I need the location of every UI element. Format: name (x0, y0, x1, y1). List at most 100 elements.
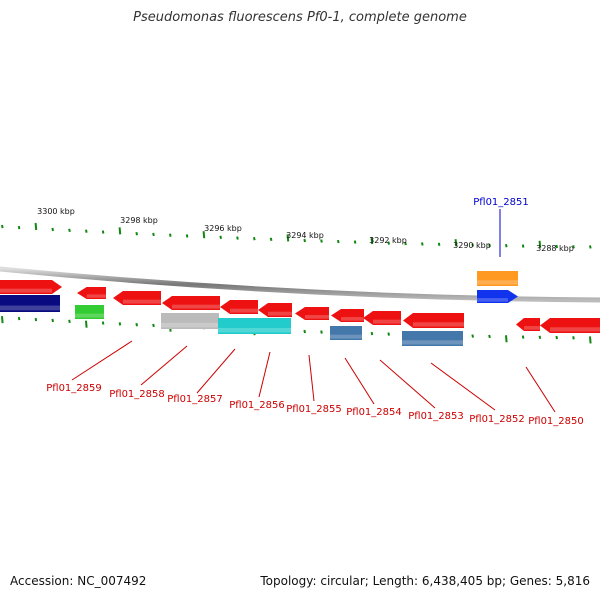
scale-tick (68, 319, 71, 324)
gene-shading (123, 299, 161, 304)
scale-tick (421, 242, 424, 246)
leader-line (430, 362, 496, 411)
gene-shading (413, 322, 464, 327)
scale-tick (101, 230, 105, 234)
leader-line (196, 348, 236, 394)
scale-label: 3294 kbp (286, 231, 324, 240)
gene-label: Pfl01_2859 (46, 383, 102, 394)
gene-feature (75, 305, 104, 319)
scale-tick (118, 227, 122, 235)
gene-feature (295, 307, 329, 320)
gene-shading (524, 326, 540, 330)
gene-shading (0, 288, 52, 293)
gene-shading (268, 311, 292, 316)
scale-tick (404, 241, 407, 246)
scale-tick (505, 244, 508, 248)
scale-tick (454, 239, 458, 247)
scale-tick (101, 321, 105, 325)
scale-tick (555, 244, 558, 249)
gene-feature (113, 291, 161, 305)
inner-scale-ticks (1, 316, 592, 344)
gene-shading (477, 298, 508, 302)
gene-shading (373, 319, 401, 324)
leader-line (258, 351, 271, 398)
gene-feature (162, 296, 220, 310)
leader-line (140, 345, 188, 386)
scale-tick (303, 238, 306, 243)
gene-feature (516, 318, 540, 331)
scale-tick (555, 335, 558, 340)
scale-tick (320, 330, 323, 334)
scale-tick (370, 331, 374, 336)
scale-tick (353, 240, 357, 244)
gene-feature (220, 300, 258, 314)
gene-shading (477, 280, 518, 285)
gene-shading (341, 317, 364, 321)
gene-shading (172, 304, 220, 309)
scale-tick (34, 222, 38, 231)
scale-tick (51, 227, 54, 232)
scale-tick (34, 317, 38, 322)
gene-feature (402, 331, 463, 346)
gene-labels: Pfl01_2851 Pfl01_2859 Pfl01_2858 Pfl01_2857… (46, 197, 584, 427)
scale-tick (185, 234, 189, 238)
gene-shading (86, 294, 106, 298)
gene-feature (0, 295, 60, 312)
gene-feature (77, 287, 106, 299)
gene-label: Pfl01_2857 (167, 394, 223, 405)
gene-shading (161, 322, 219, 328)
gene-feature (330, 326, 362, 340)
gene-shading (330, 334, 362, 339)
scale-label: 3298 kbp (120, 216, 158, 225)
scale-tick (1, 316, 4, 324)
scale-tick (219, 235, 222, 240)
gene-shading (218, 327, 291, 333)
scale-tick (1, 224, 4, 229)
scale-tick (521, 335, 525, 339)
scale-label: 3300 kbp (37, 207, 75, 216)
gene-shading (402, 340, 463, 345)
scale-tick (505, 335, 508, 343)
scale-label: 3288 kbp (536, 244, 574, 253)
scale-tick (488, 334, 491, 339)
gene-feature (218, 318, 291, 334)
scale-tick (387, 241, 390, 245)
leader-line (308, 354, 315, 402)
accession-text: Accession: NC_007492 (10, 574, 147, 588)
gene-label: Pfl01_2850 (528, 416, 584, 427)
leader-line (71, 340, 133, 381)
scale-tick (17, 225, 21, 230)
scale-tick (51, 318, 54, 323)
gene-feature (540, 318, 600, 333)
leader-line (525, 366, 556, 413)
scale-tick (370, 237, 374, 245)
gene-shading (230, 308, 258, 313)
scale-labels: 3300 kbp 3298 kbp 3296 kbp 3294 kbp 3292 kbp… (37, 207, 574, 253)
gene-label: Pfl01_2856 (229, 400, 285, 411)
scale-tick (152, 232, 155, 237)
gene-label: Pfl01_2852 (469, 414, 525, 425)
topology-summary: Topology: circular; Length: 6,438,405 bp… (260, 574, 590, 588)
scale-tick (471, 334, 474, 338)
scale-tick (337, 239, 340, 244)
gene-shading (305, 315, 329, 319)
scale-tick (572, 245, 575, 249)
scale-tick (135, 231, 138, 236)
gene-shading (75, 313, 104, 318)
scale-tick (320, 239, 323, 243)
scale-tick (152, 323, 155, 328)
gene-label: Pfl01_2853 (408, 411, 464, 422)
gene-label: Pfl01_2851 (473, 197, 529, 208)
scale-tick (538, 240, 542, 248)
outer-scale-ticks (1, 222, 592, 249)
scale-tick (17, 316, 21, 321)
scale-label: 3292 kbp (369, 236, 407, 245)
scale-tick (169, 233, 172, 237)
map-title: Pseudomonas fluorescens Pf0-1, complete … (133, 10, 467, 25)
gene-feature (477, 271, 518, 286)
scale-tick (589, 336, 592, 344)
scale-tick (589, 245, 592, 249)
leader-line (379, 359, 436, 409)
scale-tick (488, 243, 491, 248)
